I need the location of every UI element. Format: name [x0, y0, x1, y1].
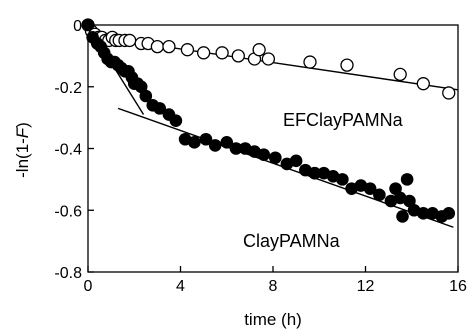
claypamna-point [373, 188, 386, 202]
efclaypamna-point [122, 33, 137, 48]
claypamna-point [336, 173, 349, 186]
efclaypamna-point [340, 58, 354, 72]
claypamna-point [308, 166, 321, 180]
claypamna-point [81, 18, 95, 32]
y-axis-tick-labels: 0 -0.2 -0.4 -0.6 -0.8 [54, 18, 82, 282]
efclaypamna-point [303, 55, 317, 69]
efclaypamna-point [162, 39, 176, 54]
claypamna-point [169, 114, 183, 128]
x-axis-ticks [87, 266, 459, 272]
claypamna-point [289, 154, 303, 168]
x-axis-title: time (h) [244, 310, 302, 329]
efclaypamna-point [442, 86, 456, 100]
x-tick-label: 4 [176, 278, 185, 295]
x-tick-label: 16 [449, 278, 467, 295]
y-axis-title-variable: F [13, 126, 32, 138]
claypamna-point [188, 136, 201, 149]
efclaypamna-point [196, 46, 211, 60]
claypamna-point [220, 136, 234, 149]
series-claypamna-points [81, 18, 456, 223]
y-tick-label: -0.6 [54, 203, 82, 220]
claypamna-point [442, 207, 456, 220]
y-tick-label: -0.2 [54, 80, 82, 97]
y-axis-title: -ln(1-F) [13, 122, 32, 178]
x-tick-label: 8 [269, 278, 278, 295]
claypamna-point [199, 132, 213, 146]
claypamna-point [396, 210, 409, 223]
efclaypamna-point [393, 67, 407, 82]
efclaypamna-point [180, 43, 195, 57]
claypamna-point [208, 139, 222, 152]
claypamna-point [153, 102, 166, 115]
x-axis-tick-labels: 0 4 8 12 16 [84, 278, 467, 295]
claypamna-point [229, 142, 243, 155]
claypamna-point [269, 151, 282, 165]
efclaypamna-point [416, 77, 430, 91]
x-tick-label: 12 [357, 278, 375, 295]
claypamna-point [139, 89, 153, 103]
y-axis-title-suffix: ) [13, 122, 32, 128]
efclaypamna-point [150, 39, 165, 54]
efclaypamna-point [215, 46, 229, 60]
series-label-claypamna: ClayPAMNa [243, 231, 341, 251]
y-tick-label: -0.8 [54, 265, 82, 282]
claypamna-point [389, 182, 402, 195]
y-axis-ticks [88, 24, 94, 273]
y-tick-label: -0.4 [54, 142, 82, 159]
series-label-efclaypamna: EFClayPAMNa [283, 110, 404, 130]
efclaypamna-point [231, 49, 245, 63]
claypamna-point [400, 173, 414, 186]
efclaypamna-fit-line [122, 39, 459, 91]
claypamna-point [257, 148, 271, 161]
claypamna-point [417, 207, 430, 220]
claypamna-point [363, 182, 377, 195]
efclaypamna-point [252, 43, 266, 57]
efclaypamna-point [261, 52, 276, 66]
x-tick-label: 0 [84, 278, 93, 295]
y-tick-label: 0 [73, 18, 82, 35]
y-axis-title-prefix: -ln(1- [13, 138, 32, 178]
